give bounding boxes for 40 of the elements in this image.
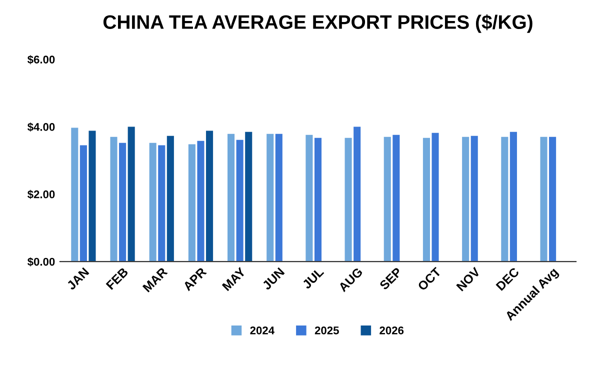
- bar: [384, 136, 391, 262]
- x-tick-label: JUL: [302, 267, 324, 290]
- bar: [549, 136, 556, 262]
- bar: [188, 144, 196, 262]
- bar: [432, 132, 439, 262]
- bar: [228, 134, 235, 262]
- bar: [71, 128, 78, 262]
- bar: [266, 134, 274, 262]
- bar: [462, 136, 470, 262]
- bar: [540, 136, 548, 262]
- bar: [422, 138, 430, 262]
- bar: [275, 134, 282, 262]
- bar: [128, 126, 135, 262]
- bar: [80, 145, 87, 262]
- bar: [245, 132, 252, 262]
- bar: [119, 142, 126, 262]
- bar: [149, 142, 156, 262]
- bar: [501, 136, 508, 262]
- y-tick-label: $2.00: [27, 190, 55, 200]
- bar: [344, 138, 352, 262]
- bar: [110, 136, 118, 262]
- bar: [470, 136, 478, 262]
- bar: [166, 136, 174, 262]
- bar: [392, 134, 400, 262]
- bar: [206, 130, 214, 262]
- legend-label: 2026: [380, 326, 404, 334]
- chart-title: CHINA TEA AVERAGE EXPORT PRICES ($/KG): [103, 14, 532, 33]
- legend-label: 2025: [314, 326, 339, 334]
- legend-label: 2024: [250, 326, 274, 334]
- bar: [236, 140, 244, 262]
- bar: [510, 132, 517, 262]
- bar: [197, 140, 204, 262]
- y-tick-label: $6.00: [27, 55, 55, 64]
- y-tick-label: $0.00: [27, 257, 55, 266]
- bar: [354, 126, 361, 262]
- bar: [88, 130, 96, 262]
- y-tick-label: $4.00: [27, 122, 55, 132]
- bar: [314, 138, 322, 262]
- bar: [306, 134, 313, 262]
- bar: [158, 145, 166, 262]
